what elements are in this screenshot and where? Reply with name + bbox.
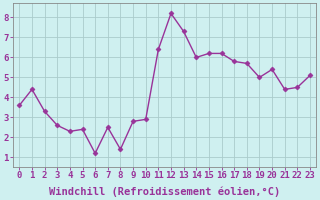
- X-axis label: Windchill (Refroidissement éolien,°C): Windchill (Refroidissement éolien,°C): [49, 186, 280, 197]
